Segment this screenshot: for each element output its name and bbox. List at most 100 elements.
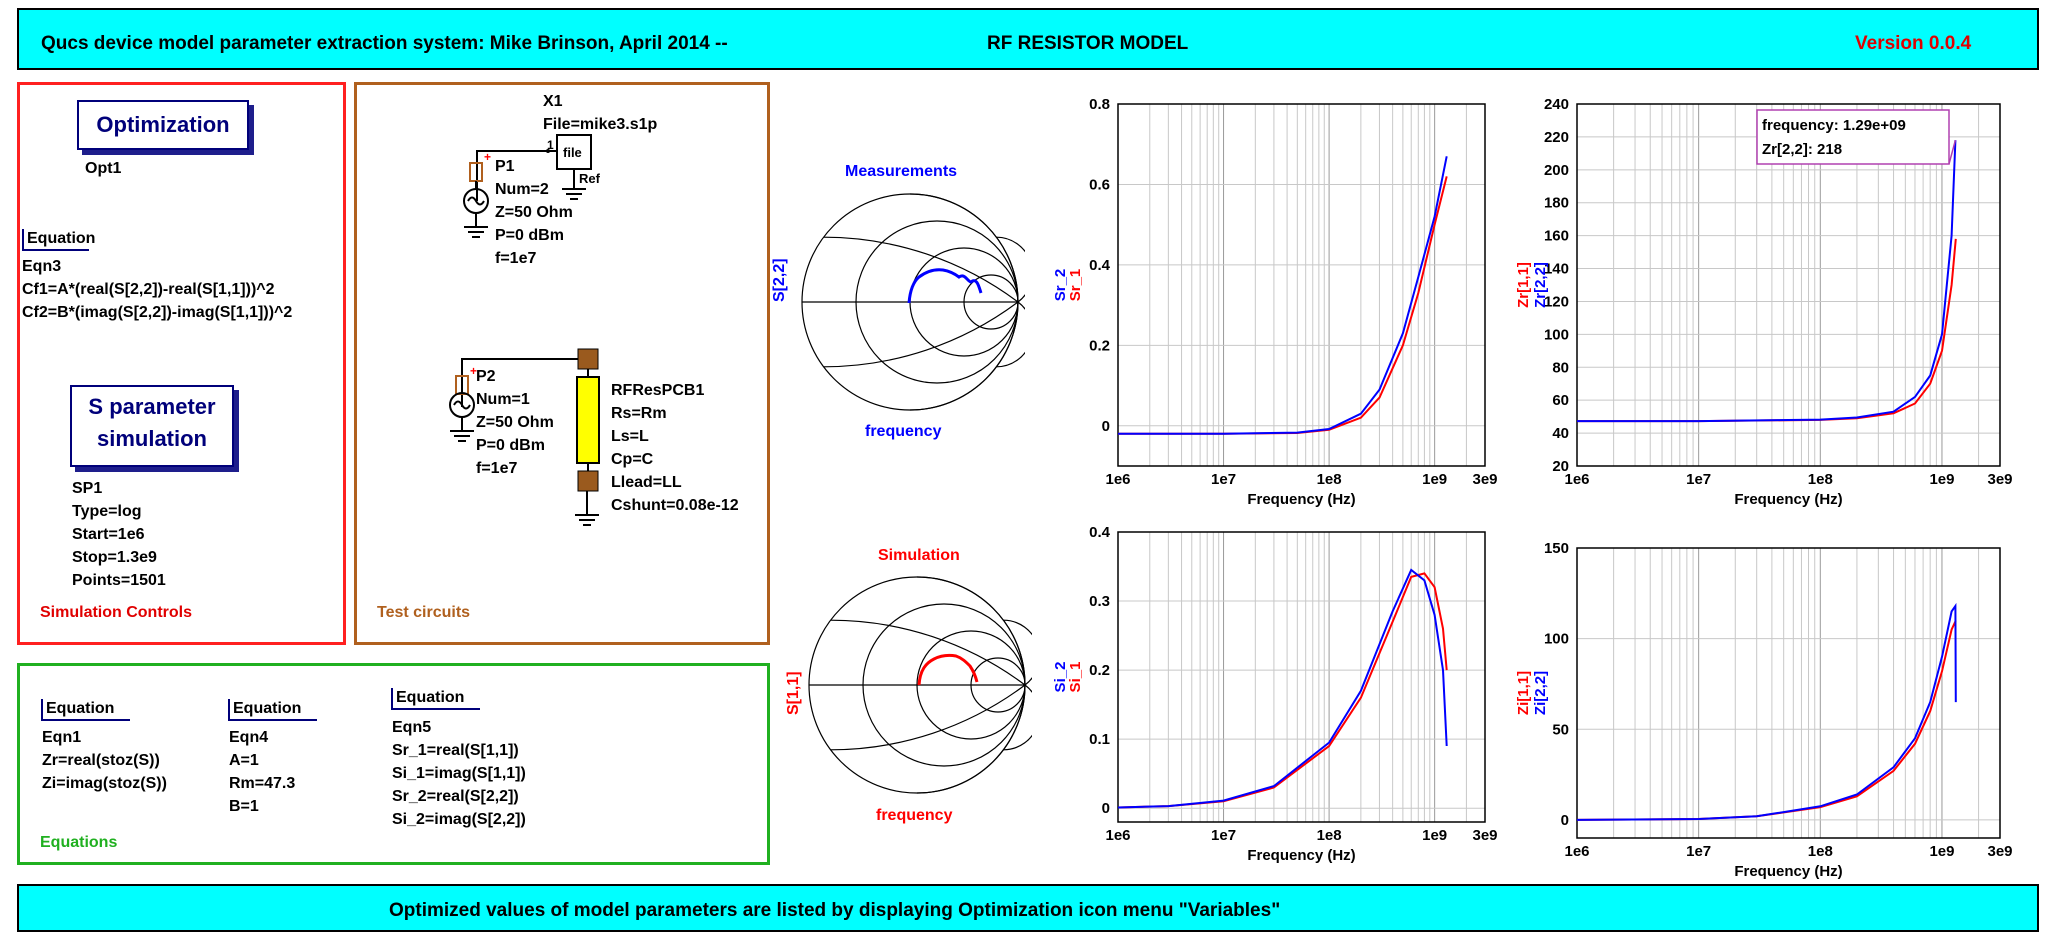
y-tick-label: 60 bbox=[1552, 392, 1569, 409]
series-line-Sr_1 bbox=[1118, 176, 1448, 435]
simulation-controls-label: Simulation Controls bbox=[40, 604, 192, 621]
p2-text: P2 Num=1 Z=50 Ohm P=0 dBm f=1e7 bbox=[476, 368, 554, 477]
x-tick-label: 3e9 bbox=[1987, 471, 2012, 488]
smith-bottom-title: Simulation bbox=[878, 547, 960, 564]
x-axis-label: Frequency (Hz) bbox=[1247, 847, 1355, 864]
series-line-Zr[1,1] bbox=[1577, 238, 1957, 423]
y-axis-label: Zi[2,2] bbox=[1532, 671, 1549, 715]
equation5-head[interactable]: Equation bbox=[391, 688, 480, 710]
equation4-head[interactable]: Equation bbox=[228, 699, 317, 721]
x-axis-label: Frequency (Hz) bbox=[1734, 863, 1842, 880]
simulation-controls-box: Optimization Opt1 Equation Eqn3 Cf1=A*(r… bbox=[17, 82, 346, 645]
y-axis-label: Si_2 bbox=[1052, 662, 1069, 693]
smith-reactance-arc bbox=[916, 576, 1026, 686]
sparam-title-2: simulation bbox=[96, 426, 207, 451]
smith-bottom-xlabel: frequency bbox=[876, 807, 953, 824]
p1-node-dot bbox=[546, 149, 550, 153]
y-tick-label: 180 bbox=[1544, 195, 1569, 212]
equation4-text: Eqn4 A=1 Rm=47.3 B=1 bbox=[229, 729, 296, 815]
marker-frequency: frequency: 1.29e+09 bbox=[1762, 117, 1906, 134]
rf-port-bottom bbox=[577, 470, 599, 492]
x-tick-label: 1e7 bbox=[1211, 471, 1236, 488]
plot-sr: 0 0.2 0.4 0.6 0.8 1e6 1e7 1e8 1e9 3e9 Frequency (H… bbox=[1052, 96, 1498, 508]
y-tick-label: 0.4 bbox=[1089, 257, 1111, 274]
equation1-text: Eqn1 Zr=real(stoz(S)) Zi=imag(stoz(S)) bbox=[42, 729, 167, 792]
equations-box: Equation Eqn1 Zr=real(stoz(S)) Zi=imag(s… bbox=[17, 663, 770, 865]
smith-reactance-arc bbox=[996, 301, 1025, 368]
x-tick-label: 1e9 bbox=[1422, 827, 1447, 844]
series-line-Sr_2 bbox=[1118, 156, 1448, 435]
equation3-head[interactable]: Equation bbox=[22, 229, 95, 251]
smith-reactance-arc bbox=[996, 236, 1025, 303]
smith-reactance-arc bbox=[830, 684, 1026, 751]
p2-plus: + bbox=[470, 364, 477, 378]
plot-zr: 20 40 60 80 100 120 140 160 180 200 220 240 1e6 1e7 1e… bbox=[1515, 96, 2013, 508]
header-bar: Qucs device model parameter extraction s… bbox=[17, 8, 2039, 70]
marker-pointer bbox=[1948, 140, 1957, 165]
plot-frame bbox=[1576, 103, 2001, 467]
x-tick-label: 1e8 bbox=[1808, 843, 1833, 860]
y-axis-label: Sr_1 bbox=[1067, 269, 1084, 302]
x-tick-label: 1e8 bbox=[1317, 827, 1342, 844]
x-tick-label: 1e7 bbox=[1211, 827, 1236, 844]
rf-resistor-text: RFResPCB1 Rs=Rm Ls=L Cp=C Llead=LL Cshun… bbox=[611, 382, 739, 514]
header-subtitle: RF RESISTOR MODEL bbox=[987, 33, 1189, 54]
y-tick-label: 100 bbox=[1544, 326, 1569, 343]
y-tick-label: 0 bbox=[1102, 418, 1110, 435]
optimization-icon[interactable]: Optimization bbox=[77, 100, 249, 150]
x-tick-label: 1e6 bbox=[1564, 843, 1589, 860]
series-line-Zr[2,2] bbox=[1577, 140, 1957, 423]
footer-bar: Optimized values of model parameters are… bbox=[17, 884, 2039, 932]
y-tick-label: 0.6 bbox=[1089, 176, 1110, 193]
x-tick-label: 1e6 bbox=[1564, 471, 1589, 488]
y-tick-label: 220 bbox=[1544, 129, 1569, 146]
x-tick-label: 1e6 bbox=[1105, 471, 1130, 488]
equations-label: Equations bbox=[40, 834, 118, 851]
y-tick-label: 40 bbox=[1552, 425, 1569, 442]
series-line-Zi[1,1] bbox=[1576, 620, 1957, 821]
x-tick-label: 1e8 bbox=[1808, 471, 1833, 488]
equation3-text: Eqn3 Cf1=A*(real(S[2,2])-real(S[1,1]))^2… bbox=[22, 258, 293, 321]
x-tick-label: 1e6 bbox=[1105, 827, 1130, 844]
y-tick-label: 160 bbox=[1544, 228, 1569, 245]
equation1-head[interactable]: Equation bbox=[41, 699, 130, 721]
y-axis-label: Zr[2,2] bbox=[1532, 262, 1549, 308]
series-line-Si_1 bbox=[1117, 572, 1448, 809]
smith-top-ylabel: S[2,2] bbox=[771, 258, 788, 302]
x-axis-label: Frequency (Hz) bbox=[1734, 491, 1842, 508]
smith-reactance-arc bbox=[909, 301, 1019, 411]
p1-plus: + bbox=[484, 150, 491, 164]
y-tick-label: 0.4 bbox=[1089, 524, 1111, 541]
x-tick-label: 1e9 bbox=[1929, 471, 1954, 488]
smith-reactance-arc bbox=[823, 236, 1019, 303]
smith-chart-measurements bbox=[801, 193, 1025, 411]
x-tick-label: 1e9 bbox=[1422, 471, 1447, 488]
test-circuits-schematic: + + bbox=[449, 134, 600, 526]
x-axis-label: Frequency (Hz) bbox=[1247, 491, 1355, 508]
smith-reactance-arc bbox=[1003, 619, 1032, 686]
file-block-label: file bbox=[563, 145, 582, 160]
y-tick-label: 0.2 bbox=[1089, 337, 1110, 354]
test-circuits-label: Test circuits bbox=[377, 604, 471, 621]
p1-text: P1 Num=2 Z=50 Ohm P=0 dBm f=1e7 bbox=[495, 158, 573, 267]
y-tick-label: 100 bbox=[1544, 631, 1569, 648]
plot-zi: 0 50 100 150 1e6 1e7 1e8 1e9 3e9 Frequency (Hz) Zi… bbox=[1515, 540, 2013, 880]
p1-sine bbox=[467, 196, 485, 206]
sparam-simulation-icon[interactable]: S parameter simulation bbox=[70, 385, 234, 467]
plot-frame bbox=[1576, 547, 2001, 839]
x-tick-label: 1e8 bbox=[1317, 471, 1342, 488]
plot-frame bbox=[1117, 531, 1486, 823]
x-tick-label: 3e9 bbox=[1472, 827, 1497, 844]
x-tick-label: 3e9 bbox=[1987, 843, 2012, 860]
marker-value: Zr[2,2]: 218 bbox=[1762, 141, 1842, 158]
smith-simulation-trace bbox=[917, 653, 979, 686]
p2-sine bbox=[453, 400, 471, 410]
y-tick-label: 20 bbox=[1552, 458, 1569, 475]
y-tick-label: 0.3 bbox=[1089, 593, 1110, 610]
marker-box bbox=[1756, 109, 1950, 165]
sparam-text: SP1 Type=log Start=1e6 Stop=1.3e9 Points… bbox=[72, 480, 166, 589]
file-pin-label: 1 bbox=[547, 138, 554, 152]
y-tick-label: 0 bbox=[1561, 812, 1569, 829]
y-tick-label: 240 bbox=[1544, 96, 1569, 113]
equation5-text: Eqn5 Sr_1=real(S[1,1]) Si_1=imag(S[1,1])… bbox=[392, 719, 526, 828]
